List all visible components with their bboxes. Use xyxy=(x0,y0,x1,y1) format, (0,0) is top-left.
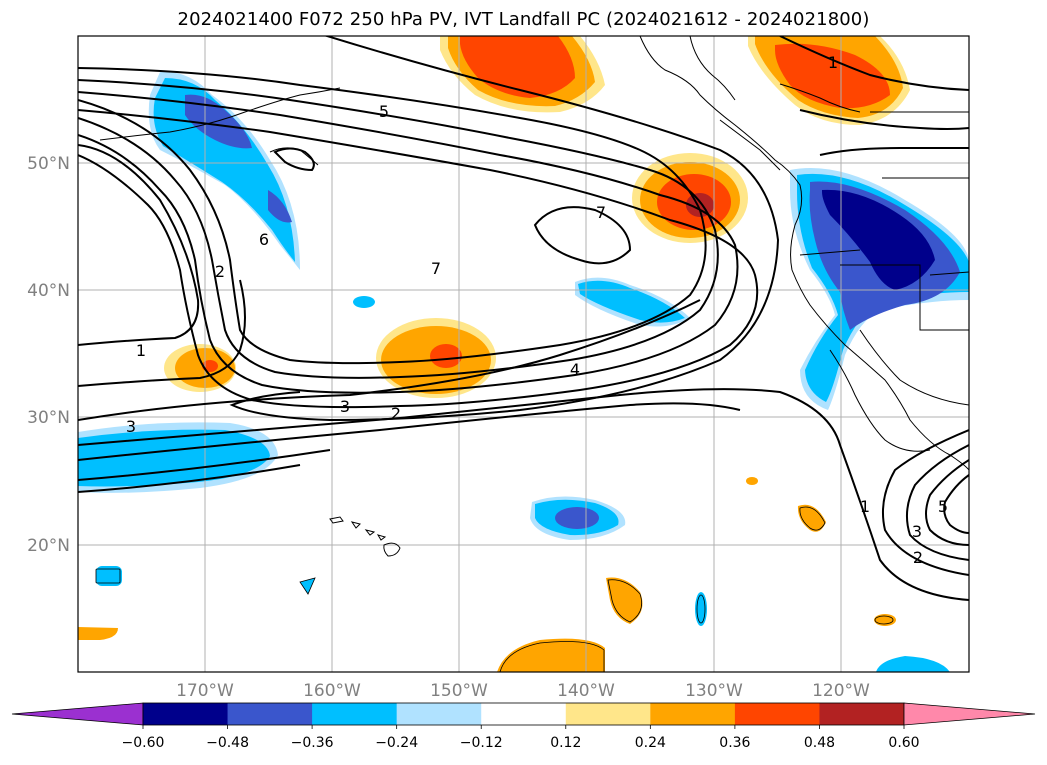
lat-label-20n: 20°N xyxy=(27,536,70,556)
colorbar-tick-label: 0.60 xyxy=(888,735,919,751)
contour-label-4: 6 xyxy=(259,230,269,249)
colorbar-segment xyxy=(819,703,905,725)
lat-label-40n: 40°N xyxy=(27,281,70,301)
contour-label-7: 3 xyxy=(340,397,350,416)
colorbar-segment xyxy=(143,703,229,725)
colorbar: −0.60 −0.48 −0.36 −0.24 −0.12 0.12 0.24 0.36 0.4… xyxy=(11,702,1036,751)
colorbar-tick-label: −0.12 xyxy=(460,735,503,751)
colorbar-tick-label: −0.24 xyxy=(375,735,418,751)
lon-label-150w: 150°W xyxy=(430,681,488,701)
pv-contours xyxy=(78,36,969,601)
shade-neg-strong xyxy=(185,94,252,149)
colorbar-segment xyxy=(481,703,567,725)
map-title: 2024021400 F072 250 hPa PV, IVT Landfall… xyxy=(177,9,870,30)
hawaiian-islands xyxy=(329,516,401,557)
shade-pos-strong-e xyxy=(202,360,218,372)
contour-label-2: 7 xyxy=(596,203,606,222)
contour-label-12: 1 xyxy=(860,497,870,516)
coastlines xyxy=(99,36,969,471)
shade-pos-small-m xyxy=(797,504,826,532)
shade-neg-strong-g xyxy=(555,507,599,529)
colorbar-tick-label: −0.60 xyxy=(122,735,165,751)
lat-label-50n: 50°N xyxy=(27,154,70,174)
contour-label-5: 2 xyxy=(215,262,225,281)
shade-pos-small-j xyxy=(606,577,643,624)
colorbar-segment xyxy=(396,703,482,725)
contour-label-10: 3 xyxy=(126,417,136,436)
contour-label-9: 4 xyxy=(570,360,580,379)
colorbar-segment xyxy=(734,703,820,725)
contour-labels: 5 7 7 6 2 1 3 2 4 3 1 1 3 2 5 xyxy=(126,53,948,567)
contour-label-8: 2 xyxy=(391,404,401,423)
colorbar-tick-label: 0.12 xyxy=(550,735,581,751)
contour-label-1: 5 xyxy=(379,102,389,121)
contour-label-6: 1 xyxy=(136,341,146,360)
colorbar-segment xyxy=(227,703,313,725)
lon-label-160w: 160°W xyxy=(303,681,361,701)
contour-label-14: 2 xyxy=(913,548,923,567)
colorbar-segment xyxy=(650,703,736,725)
colorbar-tick-label: 0.36 xyxy=(719,735,750,751)
shade-neg-mid-f xyxy=(578,280,685,323)
colorbar-tick-label: −0.48 xyxy=(206,735,249,751)
contour-label-13: 3 xyxy=(912,522,922,541)
lon-label-130w: 130°W xyxy=(685,681,743,701)
shade-neg-mid-2 xyxy=(78,429,270,487)
shade-neg-mid xyxy=(153,78,295,262)
shade-neg-small-h xyxy=(96,566,122,586)
contour-label-3: 7 xyxy=(431,259,441,278)
colorbar-tick-label: −0.36 xyxy=(291,735,334,751)
shade-pos-small-l xyxy=(78,627,118,640)
colorbar-tick-label: 0.48 xyxy=(804,735,835,751)
longitude-labels: 170°W 160°W 150°W 140°W 130°W 120°W xyxy=(176,681,870,701)
shade-pos-strong-d xyxy=(430,344,462,368)
lon-label-140w: 140°W xyxy=(557,681,615,701)
colorbar-tick-label: 0.24 xyxy=(635,735,666,751)
colorbar-segments xyxy=(142,702,905,726)
shade-pos-small-o xyxy=(746,477,758,485)
shade-pos-small-k xyxy=(497,638,605,672)
colorbar-segment xyxy=(312,703,398,725)
anomaly-outlines xyxy=(95,506,894,672)
shade-neg-strong-2 xyxy=(268,190,292,223)
colorbar-extend-left xyxy=(11,702,144,726)
contour-label-15: 5 xyxy=(938,497,948,516)
colorbar-segment xyxy=(565,703,651,725)
lat-label-30n: 30°N xyxy=(27,408,70,428)
lon-label-170w: 170°W xyxy=(176,681,234,701)
shade-neg-small-p xyxy=(876,656,950,672)
shade-neg-small xyxy=(353,296,375,308)
latitude-labels: 50°N 40°N 30°N 20°N xyxy=(27,154,70,556)
lon-label-120w: 120°W xyxy=(812,681,870,701)
shade-neg-small-q xyxy=(300,578,315,594)
colorbar-ticks: −0.60 −0.48 −0.36 −0.24 −0.12 0.12 0.24 0.36 0.4… xyxy=(122,725,920,751)
map-border xyxy=(77,35,970,673)
contour-label-11: 1 xyxy=(828,53,838,72)
colorbar-extend-right xyxy=(903,702,1036,726)
